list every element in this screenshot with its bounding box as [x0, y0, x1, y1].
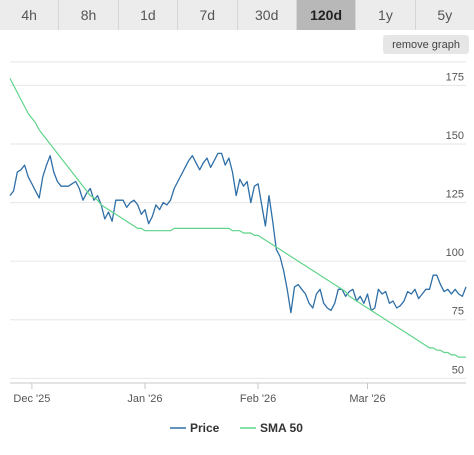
legend-price-label: Price	[190, 421, 220, 435]
x-tick-label: Feb '26	[240, 393, 276, 405]
remove-graph-button[interactable]: remove graph	[383, 35, 469, 54]
sma-50-line	[9, 78, 466, 358]
y-tick-label: 75	[452, 306, 464, 318]
x-tick-label: Mar '26	[349, 393, 385, 405]
y-tick-label: 175	[446, 71, 464, 83]
timeframe-tabs: 4h 8h 1d 7d 30d 120d 1y 5y	[0, 0, 474, 30]
x-tick-label: Dec '25	[13, 393, 50, 405]
tab-7d[interactable]: 7d	[178, 0, 238, 30]
tab-120d[interactable]: 120d	[296, 0, 357, 30]
y-tick-label: 125	[446, 189, 464, 201]
tab-30d[interactable]: 30d	[237, 0, 297, 30]
price-line	[9, 152, 467, 314]
tab-4h[interactable]: 4h	[0, 0, 60, 30]
tab-8h[interactable]: 8h	[59, 0, 119, 30]
tab-1y[interactable]: 1y	[356, 0, 416, 30]
tab-1d[interactable]: 1d	[118, 0, 179, 30]
y-tick-label: 50	[452, 364, 464, 376]
tab-5y[interactable]: 5y	[415, 0, 474, 30]
legend-sma-50-label: SMA 50	[260, 421, 303, 435]
y-tick-label: 100	[446, 247, 464, 259]
y-tick-label: 150	[446, 130, 464, 142]
x-tick-label: Jan '26	[127, 393, 162, 405]
